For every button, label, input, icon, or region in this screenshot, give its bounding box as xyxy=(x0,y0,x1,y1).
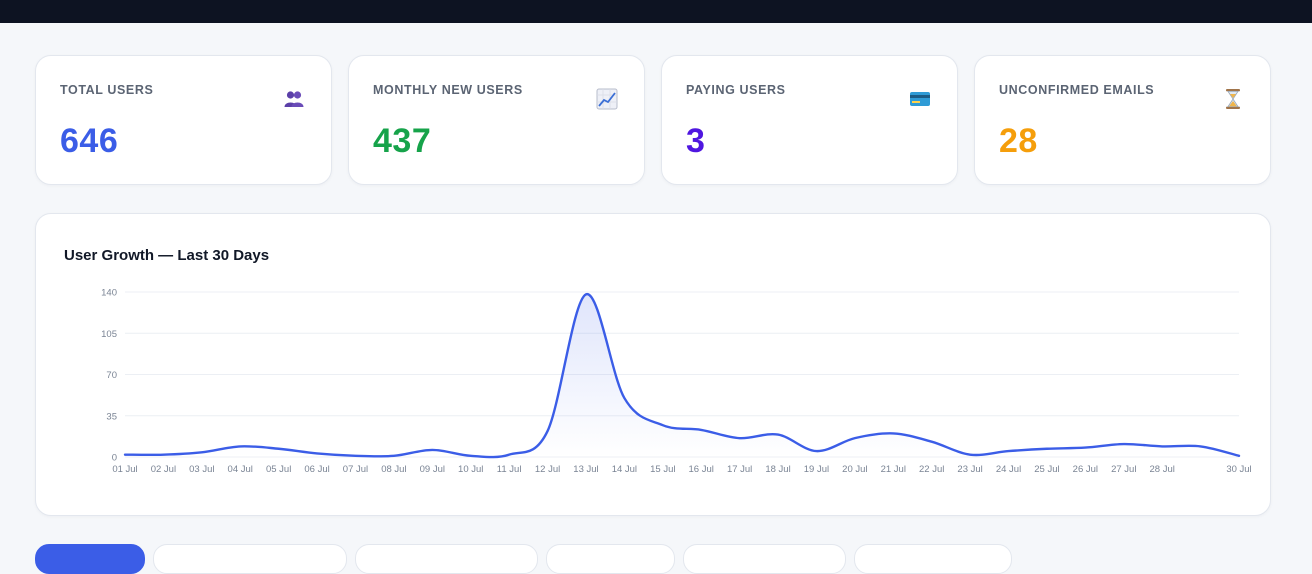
data-point xyxy=(1199,444,1203,448)
data-point xyxy=(123,453,127,457)
x-tick-label: 18 Jul xyxy=(765,464,790,475)
top-navbar xyxy=(0,0,1312,23)
data-point xyxy=(814,449,818,453)
data-point xyxy=(968,453,972,457)
x-tick-label: 05 Jul xyxy=(266,464,291,475)
data-point xyxy=(353,454,357,458)
stat-label: MONTHLY NEW USERS xyxy=(373,83,523,97)
data-point xyxy=(738,436,742,440)
x-tick-label: 01 Jul xyxy=(112,464,137,475)
x-tick-label: 24 Jul xyxy=(996,464,1021,475)
x-tick-label: 26 Jul xyxy=(1073,464,1098,475)
data-point xyxy=(1007,449,1011,453)
tab[interactable] xyxy=(546,544,675,574)
chart-title: User Growth — Last 30 Days xyxy=(64,247,270,264)
x-tick-label: 16 Jul xyxy=(689,464,714,475)
data-point xyxy=(392,454,396,458)
data-point xyxy=(622,396,626,400)
x-tick-label: 02 Jul xyxy=(151,464,176,475)
stat-card-unconfirmed-emails: UNCONFIRMED EMAILS 28 xyxy=(974,55,1271,185)
x-tick-label: 06 Jul xyxy=(304,464,329,475)
users-icon xyxy=(284,91,304,107)
tab-active[interactable] xyxy=(35,544,145,574)
x-tick-label: 28 Jul xyxy=(1149,464,1174,475)
data-point xyxy=(853,436,857,440)
data-point xyxy=(161,453,165,457)
x-tick-label: 22 Jul xyxy=(919,464,944,475)
y-tick-label: 0 xyxy=(112,453,117,464)
data-point xyxy=(584,292,588,296)
y-axis: 0 35 70 105 140 xyxy=(101,288,117,464)
stat-value: 28 xyxy=(999,122,1038,160)
x-tick-label: 30 Jul xyxy=(1226,464,1251,475)
x-axis: 01 Jul 02 Jul 03 Jul 04 Jul 05 Jul 06 Jul 07 J… xyxy=(112,464,1251,475)
x-tick-label: 23 Jul xyxy=(957,464,982,475)
data-point xyxy=(661,423,665,427)
tab[interactable] xyxy=(153,544,347,574)
x-tick-label: 12 Jul xyxy=(535,464,560,475)
series-line xyxy=(123,293,1241,459)
data-point xyxy=(1237,454,1241,458)
x-tick-label: 11 Jul xyxy=(497,464,522,475)
data-point xyxy=(277,447,281,451)
data-point xyxy=(430,448,434,452)
x-tick-label: 07 Jul xyxy=(343,464,368,475)
data-point xyxy=(315,451,319,455)
x-tick-label: 15 Jul xyxy=(650,464,675,475)
data-point xyxy=(1083,446,1087,450)
x-tick-label: 21 Jul xyxy=(881,464,906,475)
stat-label: PAYING USERS xyxy=(686,83,786,97)
x-tick-label: 25 Jul xyxy=(1034,464,1059,475)
data-point xyxy=(546,429,550,433)
x-tick-label: 04 Jul xyxy=(228,464,253,475)
data-point xyxy=(238,444,242,448)
data-point xyxy=(507,453,511,457)
y-tick-label: 70 xyxy=(106,370,117,381)
stat-card-total-users: TOTAL USERS 646 xyxy=(35,55,332,185)
data-point xyxy=(1045,447,1049,451)
stat-card-paying-users: PAYING USERS 3 xyxy=(661,55,958,185)
stat-value: 646 xyxy=(60,122,119,160)
stat-card-monthly-new-users: MONTHLY NEW USERS 437 xyxy=(348,55,645,185)
data-point xyxy=(930,440,934,444)
hourglass-icon xyxy=(1226,89,1240,109)
user-growth-chart: 0 35 70 105 140 01 Jul 02 Jul 03 Jul 04 Jul 05 J… xyxy=(101,288,1252,476)
stat-value: 3 xyxy=(686,122,706,160)
tab[interactable] xyxy=(355,544,538,574)
x-tick-label: 09 Jul xyxy=(420,464,445,475)
data-point xyxy=(1160,444,1164,448)
tab[interactable] xyxy=(854,544,1012,574)
series-area xyxy=(125,294,1239,458)
x-tick-label: 14 Jul xyxy=(612,464,637,475)
user-growth-chart-card: User Growth — Last 30 Days 0 35 70 105 140 0… xyxy=(35,213,1271,516)
tab[interactable] xyxy=(683,544,846,574)
data-point xyxy=(699,428,703,432)
data-point xyxy=(776,433,780,437)
x-tick-label: 19 Jul xyxy=(804,464,829,475)
data-point xyxy=(200,450,204,454)
x-tick-label: 08 Jul xyxy=(381,464,406,475)
data-point xyxy=(469,454,473,458)
stat-label: TOTAL USERS xyxy=(60,83,154,97)
x-tick-label: 27 Jul xyxy=(1111,464,1136,475)
data-point xyxy=(1122,442,1126,446)
x-tick-label: 03 Jul xyxy=(189,464,214,475)
x-tick-label: 20 Jul xyxy=(842,464,867,475)
data-point xyxy=(891,431,895,435)
x-tick-label: 10 Jul xyxy=(458,464,483,475)
y-tick-label: 140 xyxy=(101,288,117,299)
stat-value: 437 xyxy=(373,122,432,160)
chart-increasing-icon xyxy=(596,88,618,110)
stat-label: UNCONFIRMED EMAILS xyxy=(999,83,1155,97)
y-tick-label: 35 xyxy=(106,411,117,422)
credit-card-icon xyxy=(910,92,930,106)
y-tick-label: 105 xyxy=(101,329,117,340)
x-tick-label: 17 Jul xyxy=(727,464,752,475)
x-tick-label: 13 Jul xyxy=(573,464,598,475)
